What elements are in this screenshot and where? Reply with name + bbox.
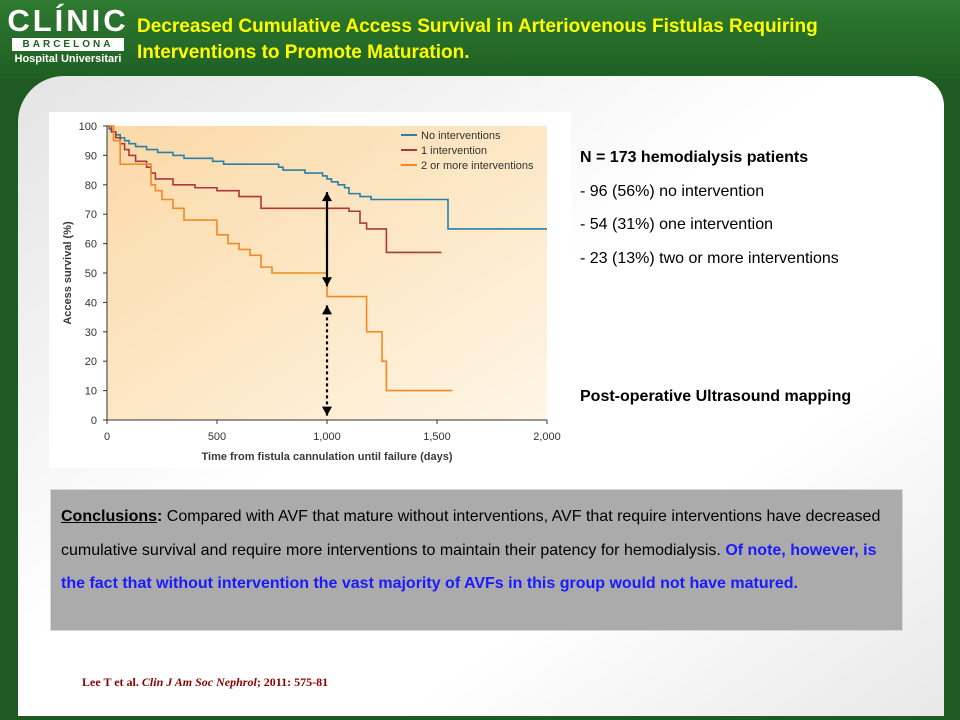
y-tick-label: 20	[85, 356, 97, 368]
patient-stats: N = 173 hemodialysis patients - 96 (56%)…	[580, 146, 950, 280]
series-line-2	[107, 125, 453, 392]
logo-name: CLÍNIC	[7, 3, 129, 38]
logo-hospital: Hospital Universitari	[14, 53, 122, 65]
header-bar: CLÍNIC BARCELONA Hospital Universitari D…	[0, 0, 960, 78]
conclusion-colon: :	[157, 508, 163, 525]
x-axis-label: Time from fistula cannulation until fail…	[202, 451, 453, 463]
y-tick-label: 0	[91, 415, 97, 427]
conclusion-box: Conclusions: Compared with AVF that matu…	[50, 489, 903, 631]
citation-journal: Clin J Am Soc Nephrol	[141, 675, 257, 689]
slide-title: Decreased Cumulative Access Survival in …	[137, 14, 937, 66]
conclusion-text: Compared with AVF that mature without in…	[61, 508, 881, 559]
y-tick-label: 10	[85, 386, 97, 398]
logo-city: BARCELONA	[12, 38, 124, 51]
series-line-1	[107, 125, 442, 254]
x-tick-label: 2,000	[533, 431, 561, 443]
x-tick-label: 1,500	[423, 431, 451, 443]
y-tick-label: 100	[79, 121, 97, 133]
citation-authors: Lee T et al.	[82, 675, 142, 689]
y-tick-label: 40	[85, 297, 97, 309]
legend-label-2: 2 or more interventions	[421, 160, 534, 172]
slide-title-line1: Decreased Cumulative Access Survival in …	[137, 16, 818, 37]
y-axis-label: Access survival (%)	[62, 221, 74, 325]
citation: Lee T et al. Clin J Am Soc Nephrol; 2011…	[82, 675, 328, 690]
y-tick-label: 30	[85, 327, 97, 339]
solid-arrow-head-down	[322, 277, 332, 287]
y-tick-label: 80	[85, 180, 97, 192]
stats-item-one-intervention: - 54 (31%) one intervention	[580, 216, 773, 233]
survival-chart: 0 10 20 30 40 50 60 70 80 90 100 0 500 1,000 1,500 2,00…	[49, 112, 571, 468]
conclusion-note: Of note, however, is the fact that witho…	[61, 541, 877, 593]
x-tick-label: 500	[208, 431, 226, 443]
y-tick-label: 70	[85, 209, 97, 221]
legend-label-1: 1 intervention	[421, 145, 487, 157]
y-tick-label: 90	[85, 150, 97, 162]
stats-item-no-intervention: - 96 (56%) no intervention	[580, 182, 765, 200]
legend-label-0: No interventions	[421, 130, 501, 142]
dashed-arrow-head-up	[322, 305, 332, 315]
x-tick-label: 1,000	[313, 431, 341, 443]
y-tick-label: 60	[85, 239, 97, 251]
series-line-0	[107, 125, 547, 230]
hospital-logo: CLÍNIC BARCELONA Hospital Universitari	[6, 4, 130, 70]
stats-item-two-or-more: - 23 (13%) two or more interventions	[580, 249, 839, 267]
ultrasound-label: Post-operative Ultrasound mapping	[580, 388, 852, 405]
slide-title-line2: Interventions to Promote Maturation.	[137, 42, 470, 63]
solid-arrow-head-up	[322, 192, 332, 202]
x-tick-label: 0	[104, 431, 110, 443]
citation-rest: ; 2011: 575-81	[256, 675, 329, 689]
dashed-arrow-head-down	[322, 406, 332, 416]
stats-header: N = 173 hemodialysis patients	[580, 149, 809, 166]
y-tick-label: 50	[85, 268, 97, 280]
conclusion-label: Conclusions	[61, 508, 158, 525]
